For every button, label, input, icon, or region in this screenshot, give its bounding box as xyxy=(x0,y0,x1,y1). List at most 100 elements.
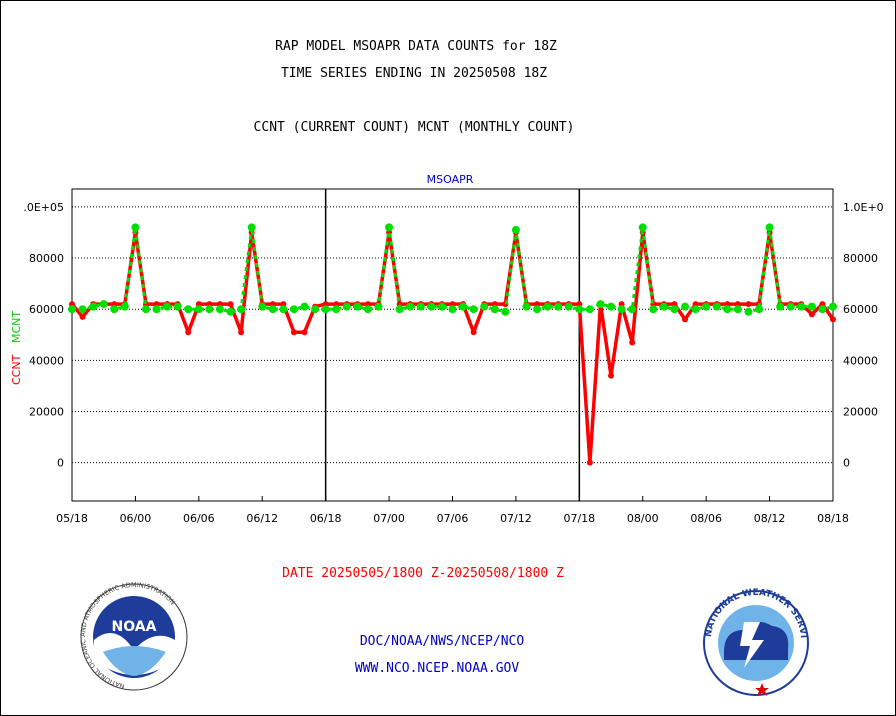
data-point-mcnt xyxy=(585,305,594,314)
data-point-mcnt xyxy=(490,305,499,314)
data-point-mcnt xyxy=(765,223,774,232)
data-point-mcnt xyxy=(289,305,298,314)
data-point-mcnt xyxy=(776,302,785,311)
data-point-mcnt xyxy=(300,302,309,311)
data-point-ccnt xyxy=(290,329,297,336)
data-point-mcnt xyxy=(596,300,605,309)
x-tick-label: 07/18 xyxy=(563,512,595,525)
y-tick-label-right: 20000 xyxy=(843,405,878,418)
data-point-mcnt xyxy=(755,305,764,314)
x-tick-label: 06/18 xyxy=(310,512,342,525)
data-point-mcnt xyxy=(607,302,616,311)
header-title-line3: CCNT (CURRENT COUNT) MCNT (MONTHLY COUNT… xyxy=(253,120,575,135)
data-point-mcnt xyxy=(437,302,446,311)
data-point-mcnt xyxy=(712,302,721,311)
data-point-mcnt xyxy=(818,305,827,314)
grid-layer xyxy=(72,206,833,464)
noaa-logo-text: NOAA xyxy=(112,619,157,635)
data-point-mcnt xyxy=(628,305,637,314)
data-point-mcnt xyxy=(120,302,129,311)
x-tick-label: 08/12 xyxy=(754,512,786,525)
date-range-label: DATE 20250505/1800 Z-20250508/1800 Z xyxy=(282,566,564,581)
data-point-mcnt xyxy=(406,302,415,311)
data-point-mcnt xyxy=(702,302,711,311)
data-point-mcnt xyxy=(533,305,542,314)
data-point-mcnt xyxy=(173,302,182,311)
data-point-mcnt xyxy=(469,305,478,314)
data-point-mcnt xyxy=(543,302,552,311)
data-point-mcnt xyxy=(501,307,510,316)
data-point-ccnt xyxy=(301,329,308,336)
x-tick-label: 07/12 xyxy=(500,512,532,525)
data-point-mcnt xyxy=(659,302,668,311)
data-point-mcnt xyxy=(342,302,351,311)
data-point-mcnt xyxy=(89,302,98,311)
data-point-mcnt xyxy=(511,225,520,234)
y-tick-label-left: 20000 xyxy=(29,405,64,418)
data-point-mcnt xyxy=(797,302,806,311)
data-point-ccnt xyxy=(79,313,86,320)
x-tick-label: 06/00 xyxy=(120,512,152,525)
x-tick-label: 06/06 xyxy=(183,512,215,525)
data-point-mcnt xyxy=(363,305,372,314)
y-tick-label-right: 60000 xyxy=(843,303,878,316)
data-point-mcnt xyxy=(617,305,626,314)
data-point-mcnt xyxy=(427,302,436,311)
data-point-mcnt xyxy=(786,302,795,311)
data-point-ccnt xyxy=(227,301,234,308)
y-tick-label-right: 0 xyxy=(843,457,850,470)
header-title-line2: TIME SERIES ENDING IN 20250508 18Z xyxy=(280,66,548,81)
data-point-mcnt xyxy=(744,307,753,316)
data-point-mcnt xyxy=(194,305,203,314)
data-point-ccnt xyxy=(808,311,815,318)
y-tick-label-left: 80000 xyxy=(29,252,64,265)
data-point-ccnt xyxy=(830,316,836,323)
chart-title: MSOAPR xyxy=(427,173,474,186)
data-point-ccnt xyxy=(586,459,593,466)
y-tick-label-left: 40000 xyxy=(29,354,64,367)
data-point-mcnt xyxy=(215,305,224,314)
data-point-mcnt xyxy=(681,302,690,311)
data-point-mcnt xyxy=(258,302,267,311)
data-point-mcnt xyxy=(163,302,172,311)
series-line-ccnt xyxy=(70,230,835,465)
data-point-mcnt xyxy=(321,305,330,314)
data-point-mcnt xyxy=(522,302,531,311)
tick-layer: 0 0 20000 20000 40000 40000 60000 60000 80000 800… xyxy=(23,201,883,525)
data-point-ccnt xyxy=(608,372,615,379)
plot-border xyxy=(71,188,834,502)
data-point-ccnt xyxy=(682,316,689,323)
data-point-mcnt xyxy=(68,305,76,314)
data-point-mcnt xyxy=(807,302,816,311)
data-point-mcnt xyxy=(110,305,119,314)
x-tick-label: 08/00 xyxy=(627,512,659,525)
org-path-link[interactable]: DOC/NOAA/NWS/NCEP/NCO xyxy=(359,634,525,649)
y-tick-label-right: 1.0E+0 xyxy=(843,201,884,214)
data-point-mcnt xyxy=(829,302,837,311)
data-point-mcnt xyxy=(268,305,277,314)
data-point-mcnt xyxy=(575,305,584,314)
ylabel-ccnt: CCNT xyxy=(10,354,23,385)
series-line-mcnt xyxy=(72,225,834,314)
data-point-ccnt xyxy=(185,329,192,336)
data-point-mcnt xyxy=(131,223,140,232)
data-point-mcnt xyxy=(691,305,700,314)
data-point-mcnt xyxy=(733,305,742,314)
website-link[interactable]: WWW.NCO.NCEP.NOAA.GOV xyxy=(354,661,520,676)
x-tick-label: 07/00 xyxy=(373,512,405,525)
data-point-mcnt xyxy=(448,305,457,314)
x-tick-label: 08/06 xyxy=(690,512,722,525)
header-title-line1: RAP MODEL MSOAPR DATA COUNTS for 18Z xyxy=(275,39,557,54)
y-tick-label-right: 40000 xyxy=(843,354,878,367)
data-point-mcnt xyxy=(564,302,573,311)
data-point-mcnt xyxy=(332,305,341,314)
noaa-logo: NATIONAL OCEANIC AND ATMOSPHERIC ADMINIS… xyxy=(79,581,188,691)
data-point-mcnt xyxy=(99,300,108,309)
data-point-mcnt xyxy=(205,305,214,314)
data-point-mcnt xyxy=(237,305,246,314)
x-tick-label: 06/12 xyxy=(246,512,278,525)
data-point-mcnt xyxy=(311,305,320,314)
series-layer xyxy=(68,223,837,466)
y-tick-label-left: 0 xyxy=(57,457,64,470)
